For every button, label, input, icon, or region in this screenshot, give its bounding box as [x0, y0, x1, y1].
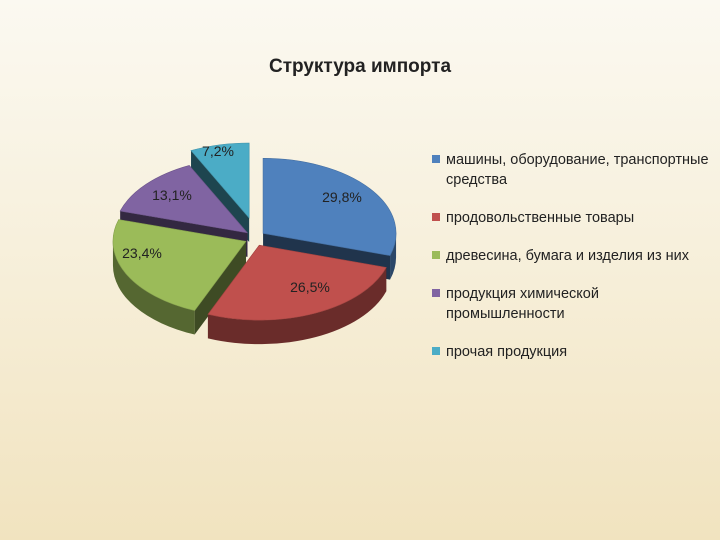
legend-swatch-chemical	[432, 289, 440, 297]
data-label-other: 7,2%	[202, 143, 234, 159]
data-label-food: 26,5%	[290, 279, 330, 295]
data-label-wood: 23,4%	[122, 245, 162, 261]
legend-swatch-machinery	[432, 155, 440, 163]
legend-label-machinery: машины, оборудование, транспортные средс…	[446, 152, 709, 188]
legend-swatch-other	[432, 347, 440, 355]
slice-other	[190, 142, 250, 219]
slice-wood	[112, 219, 247, 311]
chart-title: Структура импорта	[268, 56, 452, 77]
legend-label-other: прочая продукция	[446, 344, 568, 360]
data-label-machinery: 29,8%	[322, 189, 362, 205]
legend-item-chemical: продукция химической промышленности	[432, 284, 712, 324]
data-label-chemical: 13,1%	[152, 187, 192, 203]
slice-chemical	[119, 165, 249, 234]
slice-food	[207, 244, 387, 321]
legend-item-other: прочая продукция	[432, 342, 712, 362]
legend-label-food: продовольственные товары	[446, 210, 635, 226]
legend-item-food: продовольственные товары	[432, 208, 712, 228]
legend-item-machinery: машины, оборудование, транспортные средс…	[432, 150, 712, 190]
legend-label-wood: древесина, бумага и изделия из них	[446, 248, 690, 264]
legend-swatch-wood	[432, 251, 440, 259]
legend-label-chemical: продукция химической промышленности	[446, 286, 599, 322]
legend: машины, оборудование, транспортные средс…	[432, 150, 712, 380]
legend-swatch-food	[432, 213, 440, 221]
legend-item-wood: древесина, бумага и изделия из них	[432, 246, 712, 266]
slice-machinery	[262, 158, 397, 256]
